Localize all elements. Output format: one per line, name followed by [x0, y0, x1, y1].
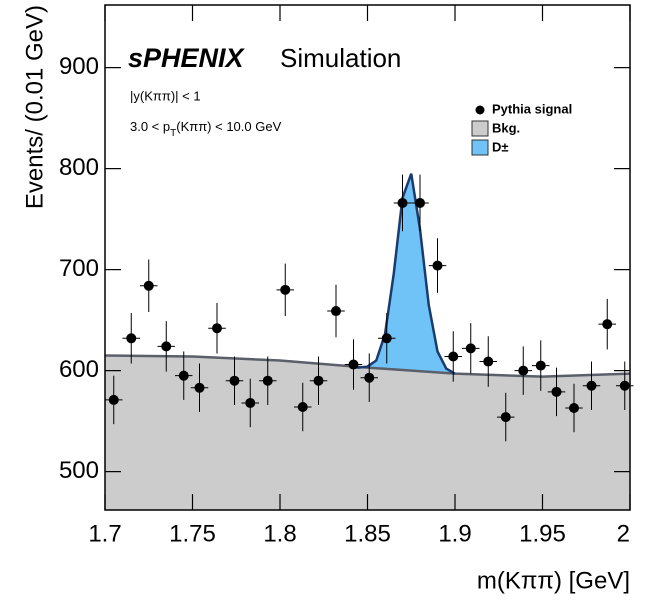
- data-point: [602, 319, 613, 330]
- x-tick-label: 1.95: [519, 520, 566, 547]
- area-fill: [105, 355, 630, 510]
- data-point: [518, 365, 529, 376]
- data-point: [397, 197, 408, 208]
- data-point: [432, 260, 443, 271]
- cut-part: T: [170, 128, 176, 139]
- data-point: [331, 306, 341, 317]
- data-point: [245, 397, 256, 408]
- x-tick-label: 1.7: [88, 520, 121, 547]
- data-point: [194, 382, 205, 393]
- data-point: [381, 333, 392, 344]
- data-point: [619, 380, 630, 391]
- data-point: [348, 359, 359, 370]
- data-point: [465, 343, 476, 354]
- data-point: [297, 401, 308, 412]
- cut-label: 3.0 < pT(Kππ) < 10.0 GeV: [130, 119, 282, 138]
- data-point: [569, 402, 579, 413]
- data-point: [262, 375, 273, 386]
- y-axis-label: Events/ (0.01 GeV): [21, 5, 48, 209]
- data-point: [280, 284, 291, 295]
- data-point: [448, 351, 459, 362]
- data-point: [143, 280, 154, 291]
- data-point: [483, 356, 494, 367]
- cut-label: |y(Kππ)| < 1: [130, 88, 201, 103]
- y-tick-label: 700: [59, 255, 99, 282]
- data-point: [229, 375, 240, 386]
- data-point: [551, 386, 562, 397]
- cut-part: 3.0 < p: [130, 119, 170, 134]
- x-axis-label: m(Kππ) [GeV]: [477, 567, 630, 594]
- legend-swatch: [471, 139, 489, 156]
- y-tick-label: 900: [59, 53, 99, 80]
- y-tick-label: 800: [59, 154, 99, 181]
- legend-label: Bkg.: [492, 120, 520, 135]
- x-tick-label: 1.8: [263, 520, 296, 547]
- data-point: [364, 372, 375, 383]
- data-point: [586, 380, 597, 391]
- data-point: [126, 333, 137, 344]
- data-point: [178, 370, 189, 381]
- data-point: [313, 375, 324, 386]
- data-point: [415, 197, 425, 208]
- data-point: [161, 341, 172, 352]
- experiment-label: sPHENIX: [128, 43, 246, 73]
- x-tick-label: 1.75: [169, 520, 216, 547]
- x-tick-label: 1.9: [438, 520, 471, 547]
- data-point: [108, 394, 119, 405]
- x-tick-label: 1.85: [344, 520, 391, 547]
- legend-label: Pythia signal: [492, 101, 572, 116]
- data-point: [500, 412, 511, 423]
- data-point: [212, 323, 222, 334]
- legend-swatch: [471, 120, 489, 137]
- data-point: [535, 360, 546, 371]
- x-tick-label: 2: [617, 520, 630, 547]
- y-tick-label: 500: [59, 457, 99, 484]
- simulation-label: Simulation: [280, 43, 401, 73]
- legend-label: D±: [492, 139, 509, 154]
- y-tick-label: 600: [59, 356, 99, 383]
- legend-marker: [475, 105, 485, 115]
- cut-part: (Kππ) < 10.0 GeV: [176, 119, 281, 134]
